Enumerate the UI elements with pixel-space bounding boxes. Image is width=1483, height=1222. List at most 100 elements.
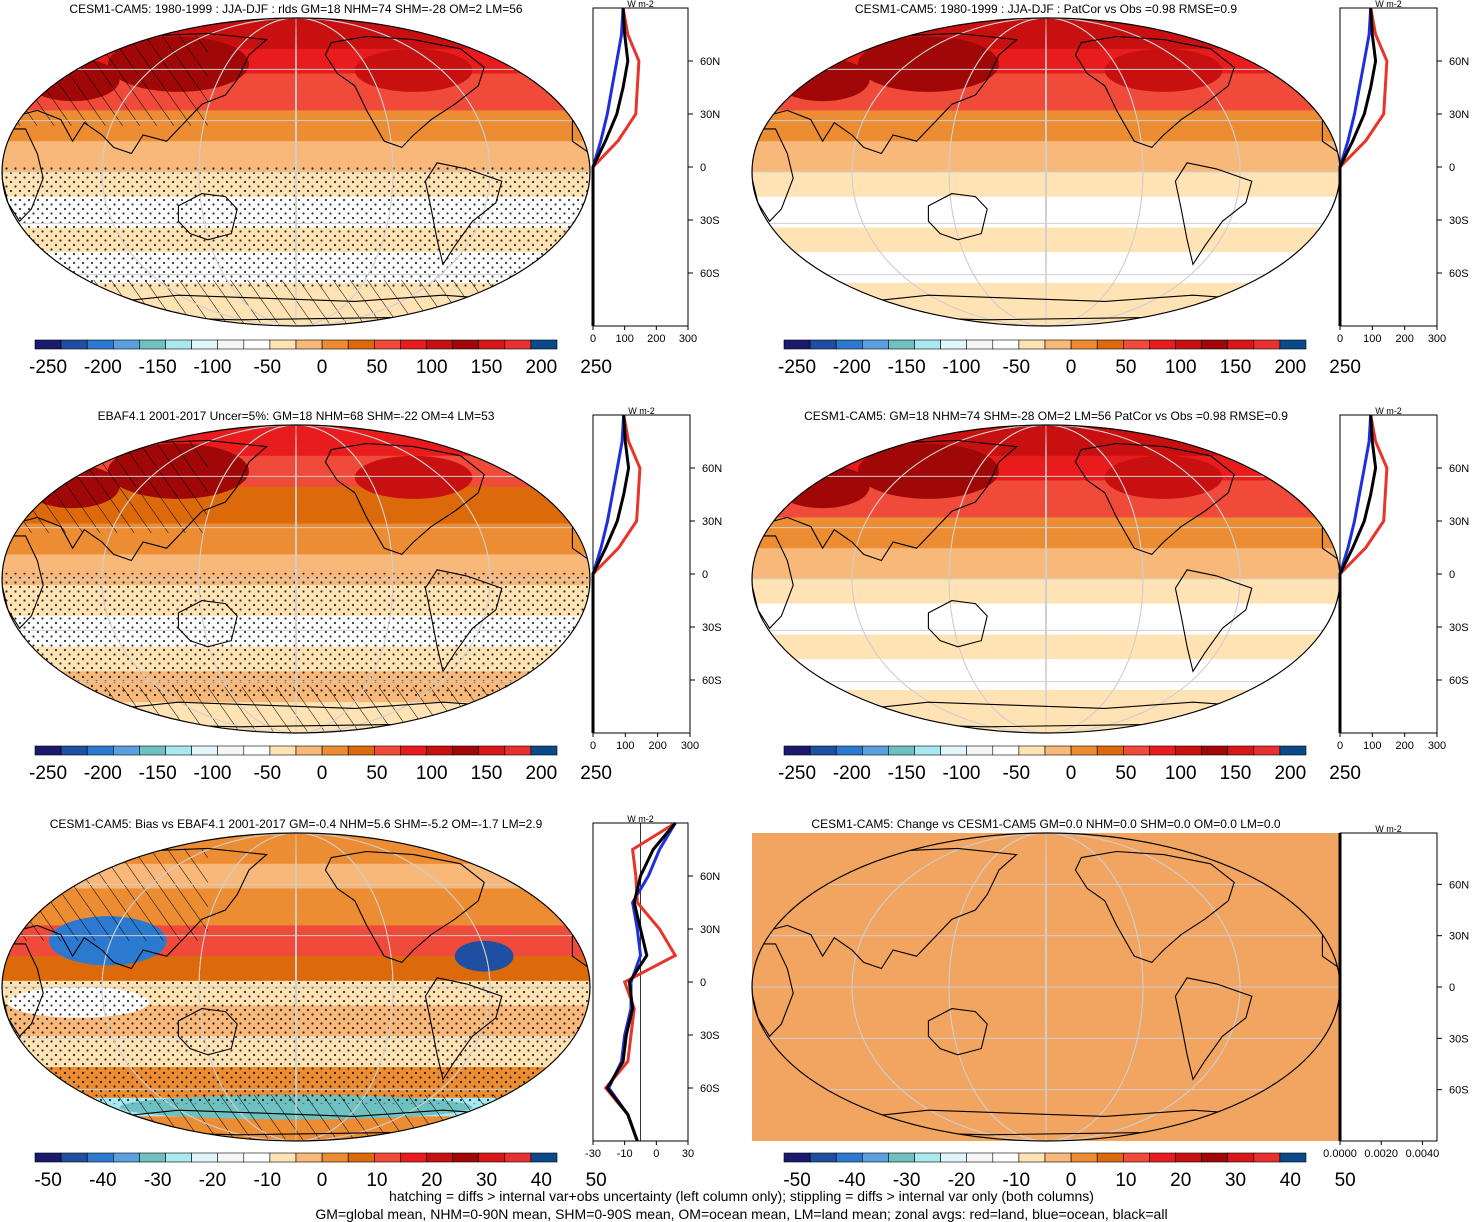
colorbar: -250 -200 -150 -100 -50 0 50 100 150 200 250 — [29, 745, 612, 784]
zonal-unit: W m-2 — [1375, 406, 1402, 416]
colorbar-swatch — [321, 745, 349, 756]
colorbar-label: -40 — [89, 1170, 116, 1191]
colorbar-swatch — [783, 339, 811, 350]
lat-tick-label: 30S — [1449, 215, 1469, 227]
lat-tick-label: 0 — [1449, 569, 1455, 581]
continent-5 — [1233, 26, 1282, 62]
zonal-line-all — [605, 822, 677, 1142]
zonal-frame — [1339, 7, 1438, 327]
colorbar-swatch — [373, 1152, 401, 1163]
panel-title: CESM1-CAM5: Change vs CESM1-CAM5 GM=0.0 … — [811, 817, 1280, 831]
zonal-panel: W m-2 60N 30N 0 30S 60S 0 100 200 300 — [1337, 0, 1469, 345]
zonal-frame — [1339, 414, 1438, 734]
footer-line-1: hatching = diffs > internal var+obs unce… — [389, 1188, 1094, 1204]
colorbar-label: 250 — [1329, 357, 1361, 378]
graticule — [2, 18, 590, 326]
colorbar-swatch — [426, 339, 453, 350]
continent-1 — [2, 535, 44, 630]
zonal-line-all — [591, 7, 630, 326]
colorbar-swatch — [1018, 339, 1046, 350]
colorbar-swatch — [1070, 745, 1098, 756]
meridian-line — [295, 833, 297, 1141]
lat-tick-label: 60S — [1449, 675, 1469, 687]
lat-tick-label: 60N — [702, 463, 722, 475]
colorbar-swatch — [295, 339, 323, 350]
colorbar-label: -30 — [893, 1170, 920, 1191]
zonal-x-tick-label: 200 — [1395, 740, 1413, 752]
zonal-x-tick-label: 100 — [616, 740, 634, 752]
colorbar-swatch — [1018, 745, 1046, 756]
colorbar-swatch — [243, 1152, 271, 1163]
colorbar-swatch — [966, 339, 994, 350]
colorbar-label: 30 — [1225, 1170, 1246, 1191]
colorbar-swatch — [113, 745, 140, 756]
continent-4 — [1174, 162, 1253, 266]
colorbar-label: -100 — [942, 763, 980, 784]
lat-tick-label: 0 — [1449, 162, 1455, 174]
colorbar-swatch — [86, 1152, 114, 1163]
continent-5 — [483, 433, 532, 469]
colorbar-label: 50 — [1335, 1170, 1356, 1191]
meridian-line — [948, 425, 1144, 733]
colorbar-swatch — [940, 339, 967, 350]
continent-1 — [752, 535, 794, 630]
hot-blob-2 — [775, 465, 870, 509]
lat-tick-label: 60N — [700, 871, 720, 883]
continent-3 — [324, 442, 485, 556]
colorbar-label: 10 — [366, 1170, 387, 1191]
graticule — [2, 425, 590, 733]
colorbar: -50 -40 -30 -20 -10 0 10 20 30 40 50 — [783, 1152, 1356, 1191]
colorbar-swatch — [269, 745, 297, 756]
colorbar-swatch — [347, 1152, 375, 1163]
colorbar-swatch — [1279, 745, 1307, 756]
colorbar-label: -10 — [254, 1170, 281, 1191]
hot-blob-0 — [857, 443, 999, 499]
colorbar-label: 50 — [586, 1170, 607, 1191]
lat-tick-label: 30N — [700, 109, 720, 121]
meridian-line — [948, 18, 1144, 326]
lat-tick-label: 0 — [702, 569, 708, 581]
lat-tick-label: 60N — [1449, 56, 1469, 68]
colorbar-label: 250 — [1329, 763, 1361, 784]
colorbar-label: 50 — [1115, 763, 1136, 784]
colorbar-swatch — [1227, 339, 1255, 350]
colorbar-label: 0 — [1066, 763, 1077, 784]
continent-0 — [763, 847, 1018, 970]
panel-p5: CESM1-CAM5: Bias vs EBAF4.1 2001-2017 GM… — [1, 814, 720, 1191]
colorbar-label: 0 — [317, 1170, 328, 1191]
continent-1 — [752, 943, 794, 1038]
zonal-x-tick-label: 200 — [1395, 333, 1413, 345]
lat-tick-label: 30S — [700, 215, 720, 227]
continent-3 — [324, 850, 485, 964]
panel-title: CESM1-CAM5: 1980-1999 : JJA-DJF : rlds G… — [69, 2, 522, 16]
colorbar-swatch — [1070, 339, 1098, 350]
colorbar-swatch — [1227, 745, 1255, 756]
zonal-line-all — [1338, 7, 1378, 326]
meridian-line — [948, 833, 1144, 1141]
zonal-x-tick-label: -30 — [585, 1148, 601, 1160]
zonal-x-tick-label: 100 — [1363, 740, 1381, 752]
colorbar-swatch — [295, 1152, 323, 1163]
panel-title: CESM1-CAM5: Bias vs EBAF4.1 2001-2017 GM… — [50, 817, 543, 831]
colorbar-label: -50 — [254, 763, 281, 784]
colorbar-swatch — [34, 1152, 62, 1163]
bias-blob-1 — [454, 940, 514, 972]
colorbar-label: -100 — [942, 357, 980, 378]
colorbar-label: -250 — [29, 763, 67, 784]
continent-4 — [1174, 569, 1253, 673]
graticule — [752, 425, 1340, 733]
colorbar-swatch — [243, 339, 271, 350]
colorbar-label: -200 — [833, 357, 871, 378]
meridian-line — [851, 833, 1241, 1141]
colorbar-label: -10 — [1003, 1170, 1030, 1191]
colorbar-swatch — [914, 745, 941, 756]
continent-2 — [927, 600, 988, 648]
colorbar-label: 30 — [476, 1170, 497, 1191]
colorbar-swatch — [1201, 1152, 1228, 1163]
zonal-panel: W m-2 60N 30N 0 30S 60S 0 100 200 300 — [590, 406, 722, 752]
continent-4 — [424, 977, 503, 1081]
colorbar-swatch — [217, 339, 245, 350]
lat-tick-label: 0 — [1449, 982, 1455, 994]
colorbar-swatch — [139, 339, 166, 350]
colorbar-swatch — [992, 339, 1020, 350]
